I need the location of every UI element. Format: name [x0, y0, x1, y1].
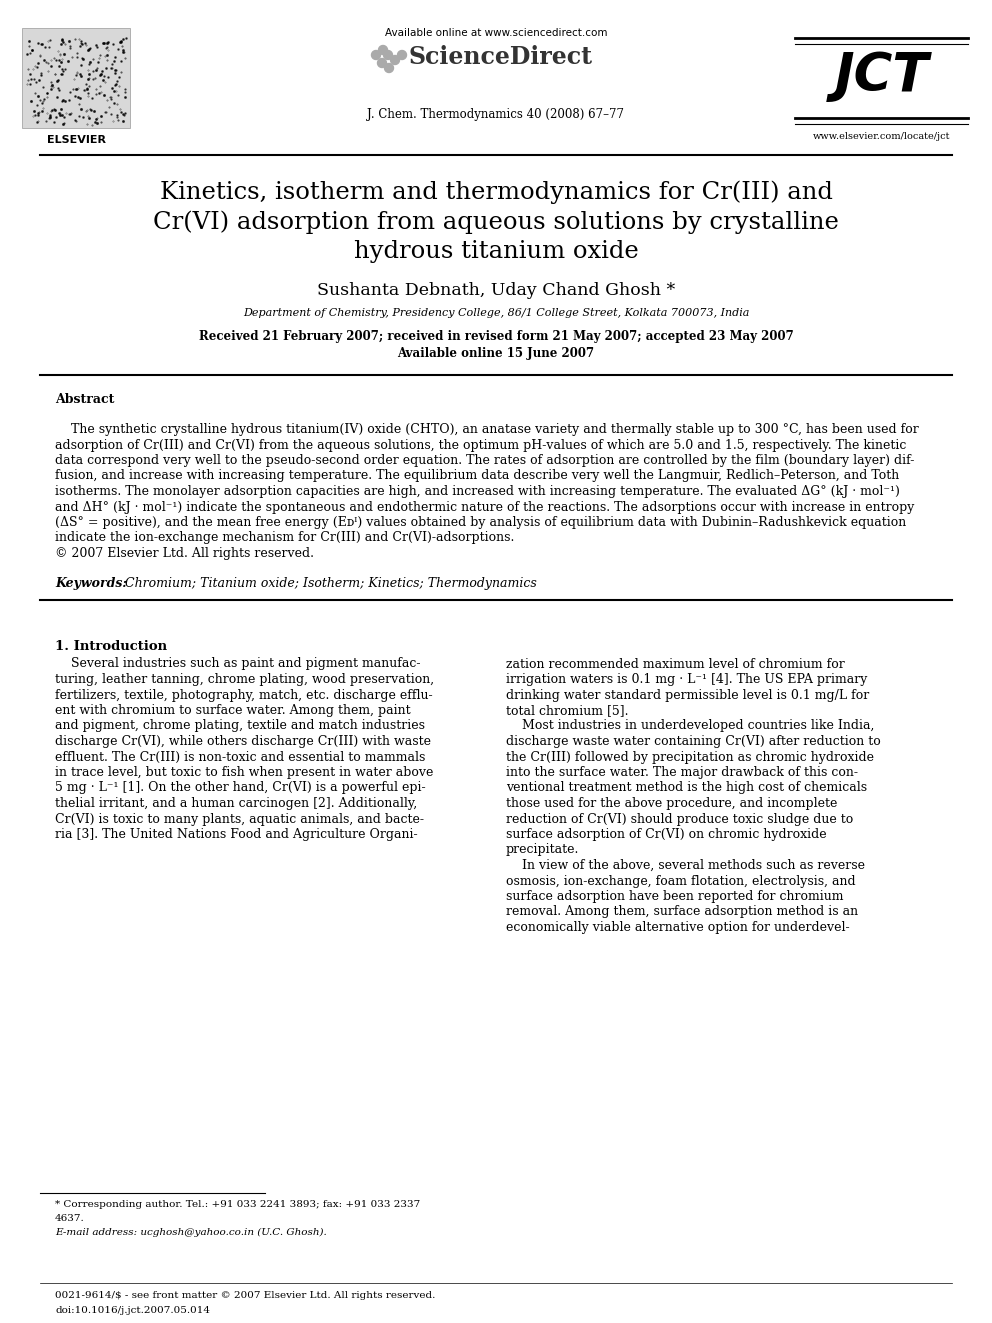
Text: 1. Introduction: 1. Introduction	[55, 639, 167, 652]
Circle shape	[378, 58, 387, 67]
Text: 4637.: 4637.	[55, 1215, 84, 1222]
Text: and ΔH° (kJ · mol⁻¹) indicate the spontaneous and endothermic nature of the reac: and ΔH° (kJ · mol⁻¹) indicate the sponta…	[55, 500, 915, 513]
Text: effluent. The Cr(III) is non-toxic and essential to mammals: effluent. The Cr(III) is non-toxic and e…	[55, 750, 426, 763]
Text: turing, leather tanning, chrome plating, wood preservation,: turing, leather tanning, chrome plating,…	[55, 673, 434, 687]
Circle shape	[379, 45, 388, 54]
Text: Sushanta Debnath, Uday Chand Ghosh *: Sushanta Debnath, Uday Chand Ghosh *	[316, 282, 676, 299]
Text: Abstract: Abstract	[55, 393, 114, 406]
Text: Kinetics, isotherm and thermodynamics for Cr(III) and: Kinetics, isotherm and thermodynamics fo…	[160, 180, 832, 204]
Text: drinking water standard permissible level is 0.1 mg/L for: drinking water standard permissible leve…	[506, 688, 869, 701]
Text: economically viable alternative option for underdevel-: economically viable alternative option f…	[506, 921, 849, 934]
Text: and pigment, chrome plating, textile and match industries: and pigment, chrome plating, textile and…	[55, 720, 425, 733]
Text: Chromium; Titanium oxide; Isotherm; Kinetics; Thermodynamics: Chromium; Titanium oxide; Isotherm; Kine…	[117, 578, 537, 590]
Text: Cr(VI) adsorption from aqueous solutions by crystalline: Cr(VI) adsorption from aqueous solutions…	[153, 210, 839, 234]
Text: precipitate.: precipitate.	[506, 844, 579, 856]
Circle shape	[391, 56, 400, 65]
Text: © 2007 Elsevier Ltd. All rights reserved.: © 2007 Elsevier Ltd. All rights reserved…	[55, 546, 314, 560]
Text: in trace level, but toxic to fish when present in water above: in trace level, but toxic to fish when p…	[55, 766, 434, 779]
Text: 5 mg · L⁻¹ [1]. On the other hand, Cr(VI) is a powerful epi-: 5 mg · L⁻¹ [1]. On the other hand, Cr(VI…	[55, 782, 426, 795]
Text: isotherms. The monolayer adsorption capacities are high, and increased with incr: isotherms. The monolayer adsorption capa…	[55, 486, 900, 497]
Text: reduction of Cr(VI) should produce toxic sludge due to: reduction of Cr(VI) should produce toxic…	[506, 812, 853, 826]
Text: total chromium [5].: total chromium [5].	[506, 704, 629, 717]
Text: Available online 15 June 2007: Available online 15 June 2007	[398, 347, 594, 360]
Text: Cr(VI) is toxic to many plants, aquatic animals, and bacte-: Cr(VI) is toxic to many plants, aquatic …	[55, 812, 424, 826]
Text: discharge waste water containing Cr(VI) after reduction to: discharge waste water containing Cr(VI) …	[506, 736, 881, 747]
Text: Keywords:: Keywords:	[55, 578, 127, 590]
Text: those used for the above procedure, and incomplete: those used for the above procedure, and …	[506, 796, 837, 810]
Text: E-mail address: ucghosh@yahoo.co.in (U.C. Ghosh).: E-mail address: ucghosh@yahoo.co.in (U.C…	[55, 1228, 326, 1237]
Circle shape	[371, 50, 381, 60]
Circle shape	[398, 50, 407, 60]
Text: doi:10.1016/j.jct.2007.05.014: doi:10.1016/j.jct.2007.05.014	[55, 1306, 210, 1315]
Text: surface adsorption have been reported for chromium: surface adsorption have been reported fo…	[506, 890, 843, 904]
Text: Available online at www.sciencedirect.com: Available online at www.sciencedirect.co…	[385, 28, 607, 38]
Text: osmosis, ion-exchange, foam flotation, electrolysis, and: osmosis, ion-exchange, foam flotation, e…	[506, 875, 856, 888]
Text: ScienceDirect: ScienceDirect	[408, 45, 592, 69]
Text: Department of Chemistry, Presidency College, 86/1 College Street, Kolkata 700073: Department of Chemistry, Presidency Coll…	[243, 308, 749, 318]
Circle shape	[384, 50, 393, 60]
Text: fusion, and increase with increasing temperature. The equilibrium data describe : fusion, and increase with increasing tem…	[55, 470, 900, 483]
Text: thelial irritant, and a human carcinogen [2]. Additionally,: thelial irritant, and a human carcinogen…	[55, 796, 418, 810]
Text: Most industries in underdeveloped countries like India,: Most industries in underdeveloped countr…	[506, 720, 874, 733]
Text: J. Chem. Thermodynamics 40 (2008) 67–77: J. Chem. Thermodynamics 40 (2008) 67–77	[367, 108, 625, 120]
Text: Received 21 February 2007; received in revised form 21 May 2007; accepted 23 May: Received 21 February 2007; received in r…	[198, 329, 794, 343]
Text: fertilizers, textile, photography, match, etc. discharge efflu-: fertilizers, textile, photography, match…	[55, 688, 433, 701]
Text: discharge Cr(VI), while others discharge Cr(III) with waste: discharge Cr(VI), while others discharge…	[55, 736, 431, 747]
Text: removal. Among them, surface adsorption method is an: removal. Among them, surface adsorption …	[506, 905, 858, 918]
Text: The synthetic crystalline hydrous titanium(IV) oxide (CHTO), an anatase variety : The synthetic crystalline hydrous titani…	[55, 423, 919, 437]
Text: In view of the above, several methods such as reverse: In view of the above, several methods su…	[506, 859, 865, 872]
Text: ventional treatment method is the high cost of chemicals: ventional treatment method is the high c…	[506, 782, 867, 795]
Text: Several industries such as paint and pigment manufac-: Several industries such as paint and pig…	[55, 658, 421, 671]
Text: * Corresponding author. Tel.: +91 033 2241 3893; fax: +91 033 2337: * Corresponding author. Tel.: +91 033 22…	[55, 1200, 421, 1209]
Text: irrigation waters is 0.1 mg · L⁻¹ [4]. The US EPA primary: irrigation waters is 0.1 mg · L⁻¹ [4]. T…	[506, 673, 867, 687]
Text: data correspond very well to the pseudo-second order equation. The rates of adso: data correspond very well to the pseudo-…	[55, 454, 915, 467]
Text: (ΔS° = positive), and the mean free energy (Eᴅᴵ) values obtained by analysis of : (ΔS° = positive), and the mean free ener…	[55, 516, 907, 529]
Text: zation recommended maximum level of chromium for: zation recommended maximum level of chro…	[506, 658, 845, 671]
Text: adsorption of Cr(III) and Cr(VI) from the aqueous solutions, the optimum pH-valu: adsorption of Cr(III) and Cr(VI) from th…	[55, 438, 907, 451]
Text: surface adsorption of Cr(VI) on chromic hydroxide: surface adsorption of Cr(VI) on chromic …	[506, 828, 826, 841]
Text: JCT: JCT	[835, 50, 930, 102]
Text: 0021-9614/$ - see front matter © 2007 Elsevier Ltd. All rights reserved.: 0021-9614/$ - see front matter © 2007 El…	[55, 1291, 435, 1301]
Text: ent with chromium to surface water. Among them, paint: ent with chromium to surface water. Amon…	[55, 704, 411, 717]
Text: hydrous titanium oxide: hydrous titanium oxide	[353, 239, 639, 263]
Text: into the surface water. The major drawback of this con-: into the surface water. The major drawba…	[506, 766, 858, 779]
Text: ria [3]. The United Nations Food and Agriculture Organi-: ria [3]. The United Nations Food and Agr…	[55, 828, 418, 841]
Text: ELSEVIER: ELSEVIER	[47, 135, 105, 146]
Text: www.elsevier.com/locate/jct: www.elsevier.com/locate/jct	[813, 132, 950, 142]
Text: the Cr(III) followed by precipitation as chromic hydroxide: the Cr(III) followed by precipitation as…	[506, 750, 874, 763]
Text: indicate the ion-exchange mechanism for Cr(III) and Cr(VI)-adsorptions.: indicate the ion-exchange mechanism for …	[55, 532, 515, 545]
Bar	[22, 28, 130, 128]
Circle shape	[385, 64, 394, 73]
